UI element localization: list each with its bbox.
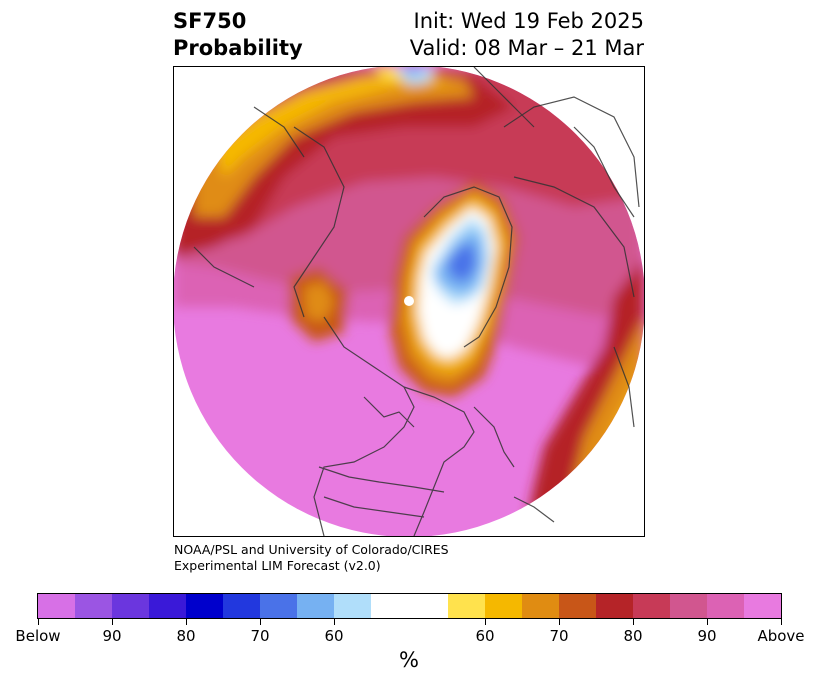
colorbar-below-swatch bbox=[297, 594, 334, 618]
forecast-dates: Init: Wed 19 Feb 2025 Valid: 08 Mar – 21… bbox=[410, 8, 644, 62]
colorbar-tick bbox=[186, 619, 187, 625]
colorbar-tick-label: 60 bbox=[324, 627, 344, 645]
colorbar-above-swatch bbox=[596, 594, 633, 618]
colorbar-above-swatch bbox=[670, 594, 707, 618]
credit-text: NOAA/PSL and University of Colorado/CIRE… bbox=[174, 542, 449, 574]
colorbar-tick-label: Below bbox=[15, 627, 61, 645]
colorbar-below-swatch bbox=[260, 594, 297, 618]
colorbar-tick-label: Above bbox=[757, 627, 805, 645]
colorbar-tick-label: 90 bbox=[697, 627, 717, 645]
colorbar-above-swatch bbox=[744, 594, 781, 618]
colorbar-above-swatch bbox=[485, 594, 522, 618]
polar-map bbox=[173, 66, 645, 537]
colorbar-above-swatch bbox=[522, 594, 559, 618]
colorbar-tick-label: 60 bbox=[475, 627, 495, 645]
title-line-2: Probability bbox=[173, 36, 303, 60]
coastlines bbox=[193, 67, 640, 536]
colorbar-above-swatch bbox=[707, 594, 744, 618]
map-title: SF750 Probability bbox=[173, 8, 303, 62]
colorbar-above-swatch bbox=[633, 594, 670, 618]
colorbar-below-swatch bbox=[112, 594, 149, 618]
colorbar-neutral-swatch bbox=[371, 594, 448, 618]
valid-dates: Valid: 08 Mar – 21 Mar bbox=[409, 36, 644, 60]
colorbar-tick bbox=[559, 619, 560, 625]
colorbar-tick bbox=[260, 619, 261, 625]
polar-map-svg bbox=[174, 67, 644, 536]
credit-line-1: NOAA/PSL and University of Colorado/CIRE… bbox=[174, 542, 449, 557]
colorbar-tick-label: 80 bbox=[176, 627, 196, 645]
colorbar-above-swatch bbox=[559, 594, 596, 618]
colorbar-tick bbox=[633, 619, 634, 625]
colorbar-below-swatch bbox=[38, 594, 75, 618]
colorbar-tick-label: 90 bbox=[102, 627, 122, 645]
colorbar-below-swatch bbox=[149, 594, 186, 618]
colorbar-below-swatch bbox=[334, 594, 371, 618]
colorbar-tick bbox=[485, 619, 486, 625]
colorbar-below-swatch bbox=[75, 594, 112, 618]
colorbar-tick-label: 70 bbox=[549, 627, 569, 645]
colorbar-unit: % bbox=[399, 648, 419, 672]
pole-marker bbox=[404, 296, 414, 306]
colorbar-tick bbox=[112, 619, 113, 625]
colorbar-below-swatch bbox=[186, 594, 223, 618]
colorbar-tick bbox=[707, 619, 708, 625]
colorbar-tick-label: 70 bbox=[250, 627, 270, 645]
probability-field bbox=[174, 67, 644, 536]
colorbar-tick bbox=[781, 619, 782, 625]
colorbar bbox=[37, 593, 782, 619]
colorbar-tick bbox=[38, 619, 39, 625]
colorbar-tick-label: 80 bbox=[623, 627, 643, 645]
title-line-1: SF750 bbox=[173, 9, 247, 33]
colorbar-below-swatch bbox=[223, 594, 260, 618]
colorbar-above-swatch bbox=[448, 594, 485, 618]
colorbar-tick bbox=[334, 619, 335, 625]
init-date: Init: Wed 19 Feb 2025 bbox=[413, 9, 644, 33]
credit-line-2: Experimental LIM Forecast (v2.0) bbox=[174, 558, 381, 573]
